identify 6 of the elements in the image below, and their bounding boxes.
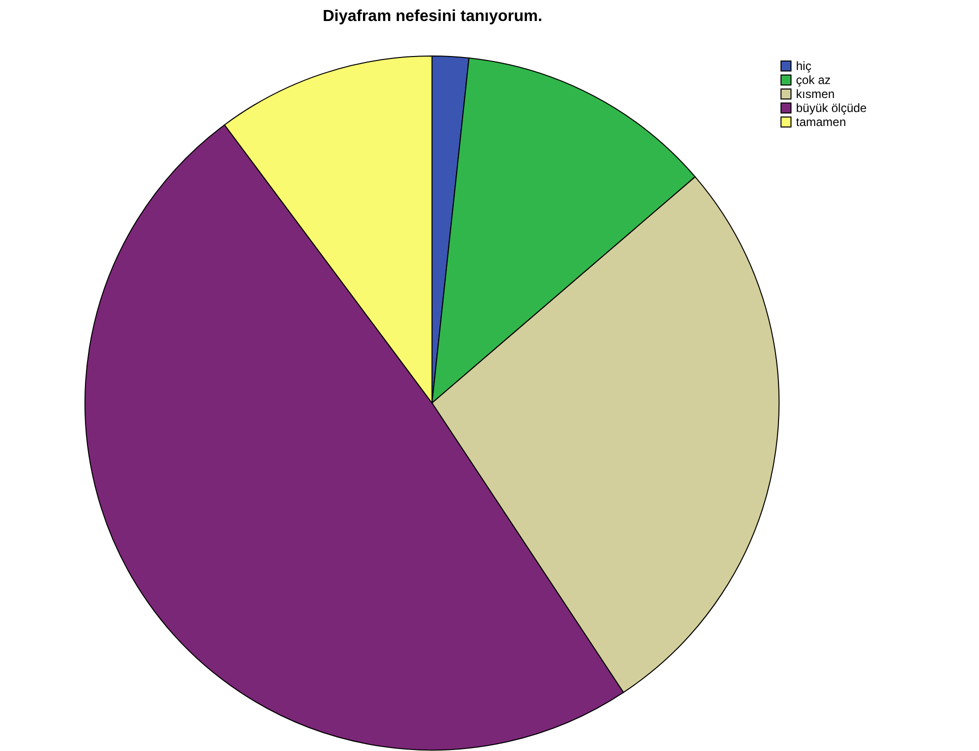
legend-label: kısmen: [796, 87, 835, 101]
chart-title: Diyafram nefesini tanıyorum.: [322, 8, 542, 25]
legend-label: tamamen: [796, 115, 846, 129]
legend-label: çok az: [796, 73, 831, 87]
legend-label: büyük ölçüde: [796, 101, 868, 115]
legend-label: hiç: [796, 59, 812, 73]
